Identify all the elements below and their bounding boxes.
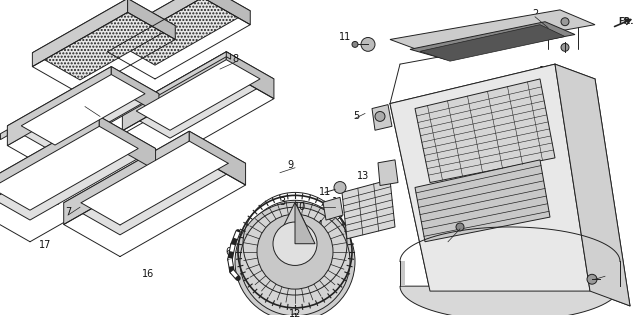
Polygon shape (415, 160, 550, 242)
Polygon shape (8, 67, 159, 153)
Circle shape (273, 222, 317, 265)
Text: 15: 15 (442, 234, 454, 244)
Circle shape (361, 38, 375, 51)
Text: 11: 11 (339, 33, 351, 42)
Polygon shape (275, 202, 315, 244)
Polygon shape (203, 0, 250, 25)
Circle shape (561, 18, 569, 26)
Polygon shape (81, 141, 228, 225)
Circle shape (290, 314, 300, 319)
Polygon shape (0, 126, 138, 210)
Polygon shape (64, 131, 246, 235)
Polygon shape (21, 75, 145, 145)
Polygon shape (390, 10, 595, 54)
Polygon shape (8, 67, 111, 145)
Text: 12: 12 (289, 309, 301, 319)
Polygon shape (555, 64, 630, 306)
Circle shape (352, 41, 358, 47)
Polygon shape (342, 180, 395, 239)
Polygon shape (111, 67, 159, 114)
Polygon shape (420, 25, 565, 61)
Circle shape (561, 43, 569, 51)
Polygon shape (295, 202, 315, 244)
Text: 14: 14 (599, 269, 611, 279)
Text: 4: 4 (317, 220, 323, 230)
Polygon shape (105, 52, 230, 123)
Text: 11: 11 (319, 188, 331, 197)
Circle shape (235, 202, 355, 319)
Text: 5: 5 (353, 111, 359, 122)
Circle shape (257, 214, 333, 289)
Polygon shape (99, 116, 156, 170)
Polygon shape (108, 0, 250, 65)
Text: 3: 3 (279, 197, 285, 207)
Text: 8: 8 (82, 99, 88, 108)
Text: 6: 6 (225, 247, 231, 256)
Polygon shape (227, 52, 274, 99)
Circle shape (375, 112, 385, 121)
Text: 9: 9 (287, 160, 293, 170)
Polygon shape (0, 116, 156, 220)
Circle shape (456, 223, 464, 231)
Text: 12: 12 (539, 66, 551, 76)
Polygon shape (372, 105, 392, 130)
Polygon shape (136, 60, 260, 130)
Polygon shape (33, 0, 175, 80)
Polygon shape (1, 130, 8, 140)
Polygon shape (127, 0, 175, 40)
Polygon shape (323, 197, 343, 220)
Text: 10: 10 (294, 202, 306, 212)
Polygon shape (390, 64, 590, 291)
Polygon shape (33, 0, 127, 67)
Circle shape (587, 274, 597, 284)
Text: 8: 8 (232, 54, 238, 64)
Text: 10: 10 (49, 197, 61, 207)
Polygon shape (378, 160, 398, 186)
Text: S6M4-B1710A: S6M4-B1710A (518, 299, 582, 309)
Text: 2: 2 (532, 9, 538, 19)
Text: 17: 17 (39, 240, 51, 250)
Polygon shape (108, 0, 203, 52)
Polygon shape (122, 52, 274, 138)
Polygon shape (415, 79, 555, 182)
Text: 1: 1 (332, 197, 338, 207)
Polygon shape (400, 286, 620, 319)
Text: FR.: FR. (618, 17, 634, 26)
Circle shape (334, 182, 346, 193)
Polygon shape (0, 116, 99, 210)
Polygon shape (64, 131, 189, 225)
Text: 16: 16 (142, 269, 154, 279)
Text: 13: 13 (357, 171, 369, 181)
Polygon shape (189, 131, 246, 185)
Polygon shape (243, 200, 347, 303)
Circle shape (240, 207, 350, 316)
Polygon shape (122, 52, 227, 131)
Polygon shape (227, 52, 230, 59)
Polygon shape (410, 22, 575, 59)
Polygon shape (615, 262, 620, 286)
Text: 7: 7 (65, 207, 71, 217)
Polygon shape (400, 262, 405, 286)
